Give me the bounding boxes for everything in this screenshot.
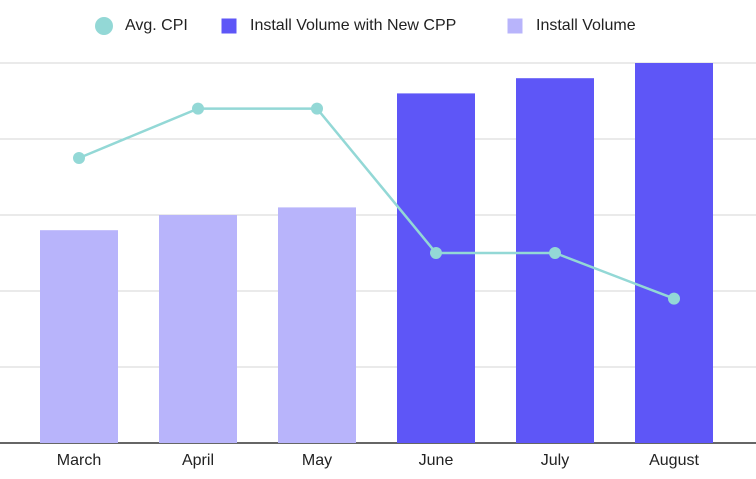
- legend-marker: [507, 18, 523, 34]
- point: [311, 102, 323, 115]
- legend-marker: [221, 18, 237, 34]
- x-tick-label: June: [419, 452, 454, 469]
- point: [549, 247, 561, 259]
- legend-label: Install Volume: [536, 17, 636, 34]
- x-tick-label: March: [57, 452, 101, 469]
- bar: [40, 230, 118, 443]
- x-tick-label: July: [541, 452, 569, 469]
- bar: [278, 207, 356, 443]
- point: [73, 152, 85, 164]
- legend-marker: [95, 17, 113, 35]
- bar: [397, 93, 475, 444]
- legend-label: Install Volume with New CPP: [250, 17, 456, 34]
- x-tick-label: April: [182, 452, 214, 469]
- x-tick-label: May: [302, 452, 332, 469]
- point: [430, 247, 442, 259]
- legend-label: Avg. CPI: [125, 17, 188, 34]
- x-tick-label: August: [649, 452, 699, 469]
- bar: [159, 215, 237, 443]
- point: [668, 292, 680, 305]
- bar: [516, 78, 594, 443]
- bar: [635, 63, 713, 443]
- line: [78, 107, 675, 300]
- point: [192, 102, 204, 115]
